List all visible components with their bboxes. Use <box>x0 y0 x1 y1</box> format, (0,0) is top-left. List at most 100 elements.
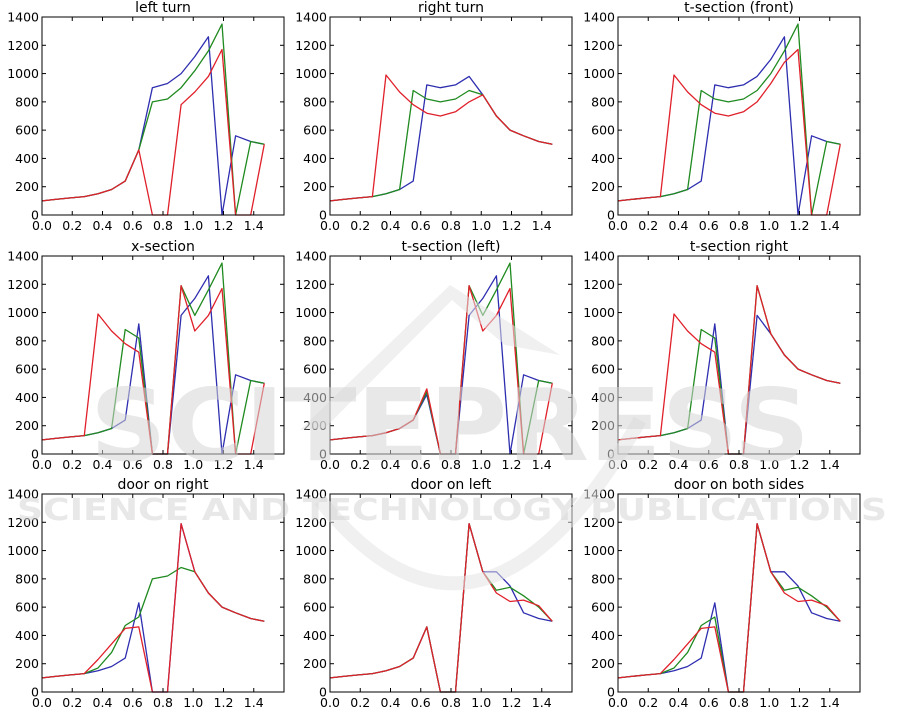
x-tick-label: 0.4 <box>669 695 689 710</box>
y-tick-label: 1400 <box>295 249 327 264</box>
y-tick-label: 800 <box>15 94 39 109</box>
series-group <box>42 523 265 693</box>
subplot-4: x-section 0 200 400 600 800 1000 1200 1400 0.0 0.2… <box>7 239 285 472</box>
series-line-1 <box>618 314 841 455</box>
y-tick-label: 600 <box>591 362 615 377</box>
y-tick-label: 800 <box>303 571 327 586</box>
subplot-title: right turn <box>418 0 484 16</box>
y-tick-label: 1000 <box>7 543 39 558</box>
x-tick-label: 0.6 <box>123 218 143 233</box>
axes-frame <box>41 255 285 455</box>
axes-frame <box>329 255 573 455</box>
y-tick-label: 1200 <box>295 277 327 292</box>
x-tick-label: 1.2 <box>214 218 234 233</box>
y-tick-label: 1000 <box>7 305 39 320</box>
y-tick-label: 1000 <box>295 543 327 558</box>
subplot-title: door on right <box>117 477 209 493</box>
y-tick-label: 1200 <box>7 515 39 530</box>
x-tick-label: 0.8 <box>153 695 173 710</box>
subplot-title: t-section right <box>690 239 789 255</box>
x-tick-label: 0.0 <box>320 695 340 710</box>
y-tick-label: 1000 <box>583 543 615 558</box>
y-tick-label: 400 <box>15 151 39 166</box>
axes-frame <box>617 16 861 216</box>
y-tick-label: 400 <box>591 628 615 643</box>
x-tick-label: 1.0 <box>471 695 491 710</box>
x-tick-label: 1.4 <box>244 457 264 472</box>
series-line-3 <box>618 48 841 216</box>
x-tick-label: 0.2 <box>638 695 658 710</box>
series-line-2 <box>330 523 553 693</box>
x-tick-label: 0.4 <box>381 218 401 233</box>
subplot-title: t-section (left) <box>401 239 500 255</box>
y-tick-label: 1400 <box>583 10 615 25</box>
y-tick-label: 1200 <box>7 277 39 292</box>
y-tick-label: 1400 <box>7 249 39 264</box>
y-tick-label: 1000 <box>7 66 39 81</box>
series-line-2 <box>330 262 553 455</box>
subplot-5: t-section (left)020040060080010001200140… <box>295 239 573 472</box>
y-tick-label: 800 <box>591 94 615 109</box>
subplot-title: t-section (front) <box>684 0 794 16</box>
x-tick-label: 1.0 <box>759 695 779 710</box>
y-tick-label: 800 <box>15 571 39 586</box>
x-tick-label: 1.2 <box>502 218 522 233</box>
y-tick-label: 1200 <box>583 515 615 530</box>
series-line-1 <box>42 36 265 216</box>
y-tick-label: 600 <box>15 362 39 377</box>
x-tick-label: 0.2 <box>350 218 370 233</box>
subplot-1: left turn 0 200 400 600 800 1000 1200 1400 0.0 0.2… <box>7 0 285 233</box>
x-tick-label: 0.6 <box>411 695 431 710</box>
y-tick-label: 400 <box>303 628 327 643</box>
x-tick-label: 1.4 <box>820 218 840 233</box>
x-tick-label: 0.0 <box>32 218 52 233</box>
y-tick-label: 1400 <box>583 487 615 502</box>
series-group <box>330 523 553 693</box>
x-tick-label: 0.4 <box>669 218 689 233</box>
x-tick-label: 0.6 <box>699 695 719 710</box>
series-line-3 <box>42 523 265 693</box>
series-line-1 <box>618 36 841 216</box>
x-tick-label: 0.0 <box>608 218 628 233</box>
x-tick-label: 0.0 <box>320 218 340 233</box>
x-tick-label: 1.4 <box>820 695 840 710</box>
series-group <box>618 23 841 216</box>
x-tick-label: 0.0 <box>32 695 52 710</box>
x-tick-label: 1.0 <box>183 457 203 472</box>
series-line-2 <box>42 262 265 455</box>
axes-frame <box>41 16 285 216</box>
series-group <box>42 23 265 216</box>
y-tick-label: 600 <box>591 600 615 615</box>
y-tick-label: 1000 <box>295 305 327 320</box>
x-tick-label: 0.0 <box>608 695 628 710</box>
x-tick-label: 1.4 <box>244 218 264 233</box>
x-tick-label: 1.0 <box>759 218 779 233</box>
y-tick-label: 800 <box>15 333 39 348</box>
x-tick-label: 1.4 <box>532 695 552 710</box>
x-tick-label: 0.4 <box>381 695 401 710</box>
y-tick-label: 200 <box>15 418 39 433</box>
x-tick-label: 0.2 <box>62 695 82 710</box>
subplot-9: door on both sides 0 200 400 600 800 1000 1200 1… <box>583 477 861 710</box>
series-line-3 <box>618 285 841 455</box>
y-tick-label: 600 <box>591 123 615 138</box>
series-line-3 <box>330 523 553 693</box>
series-line-1 <box>618 523 841 693</box>
series-group <box>618 523 841 693</box>
y-tick-label: 200 <box>591 656 615 671</box>
y-tick-label: 1000 <box>583 305 615 320</box>
axes-frame <box>617 255 861 455</box>
y-tick-label: 400 <box>15 628 39 643</box>
x-tick-label: 1.0 <box>183 218 203 233</box>
axes-frame <box>617 493 861 693</box>
subplot-7: door on right 0 200 400 600 800 1000 1200 1400 0.… <box>7 477 285 710</box>
y-tick-label: 200 <box>303 179 327 194</box>
x-tick-label: 0.8 <box>441 218 461 233</box>
y-tick-label: 1200 <box>583 277 615 292</box>
x-tick-label: 1.2 <box>502 457 522 472</box>
x-tick-label: 0.6 <box>699 457 719 472</box>
x-tick-label: 0.8 <box>729 457 749 472</box>
y-tick-label: 0 <box>607 685 615 700</box>
x-tick-label: 0.4 <box>93 457 113 472</box>
y-tick-label: 0 <box>319 685 327 700</box>
